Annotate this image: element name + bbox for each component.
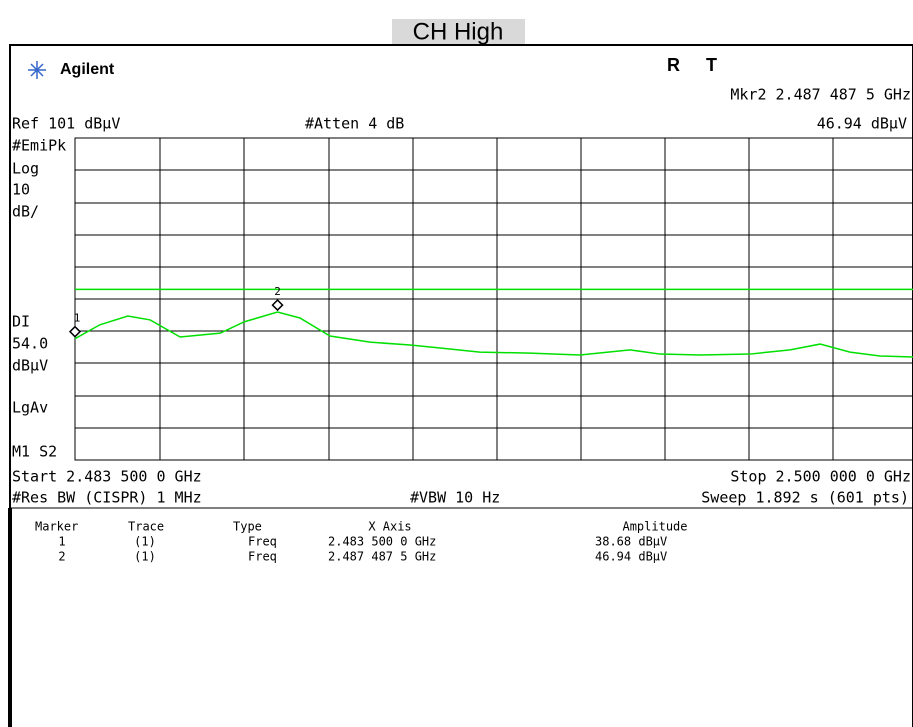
table-header: X Axis <box>368 520 411 534</box>
side-label: DI <box>12 313 30 331</box>
side-label: 10 <box>12 181 30 199</box>
table-cell: 2.483 500 0 GHz <box>328 535 436 549</box>
brand: Agilent <box>60 61 115 78</box>
side-label: Log <box>12 160 39 178</box>
table-cell: 2 <box>58 550 65 564</box>
title: CH High <box>413 18 504 45</box>
table-left-border <box>8 508 12 727</box>
marker-amplitude: 46.94 dBµV <box>817 115 907 133</box>
sweep: Sweep 1.892 s (601 pts) <box>701 489 909 507</box>
side-label: dB/ <box>12 203 39 221</box>
table-cell: Freq <box>248 535 277 549</box>
marker-label: 2 <box>274 285 281 298</box>
start-frequency: Start 2.483 500 0 GHz <box>12 468 202 486</box>
reference-level: Ref 101 dBµV <box>12 115 120 133</box>
table-cell: 38.68 dBµV <box>595 535 667 549</box>
table-cell: 2.487 487 5 GHz <box>328 550 436 564</box>
table-cell: (1) <box>134 550 156 564</box>
table-cell: Freq <box>248 550 277 564</box>
marker <box>68 325 82 338</box>
agilent-logo <box>28 61 46 79</box>
table-cell: (1) <box>134 535 156 549</box>
table-header: Marker <box>35 520 78 534</box>
trace <box>74 311 913 358</box>
table-header: Amplitude <box>622 520 687 534</box>
title-background <box>392 19 525 45</box>
side-label: #EmiPk <box>12 137 66 155</box>
resolution-bandwidth: #Res BW (CISPR) 1 MHz <box>12 489 202 507</box>
marker-label: 1 <box>74 312 81 325</box>
side-label: M1 S2 <box>12 443 57 461</box>
side-label: 54.0 <box>12 335 48 353</box>
side-label: LgAv <box>12 399 48 417</box>
video-bandwidth: #VBW 10 Hz <box>410 489 500 507</box>
stop-frequency: Stop 2.500 000 0 GHz <box>730 468 911 486</box>
table-cell: 1 <box>58 535 65 549</box>
marker <box>271 299 284 312</box>
status-r: R <box>667 55 680 75</box>
side-label: dBµV <box>12 357 48 375</box>
attenuation: #Atten 4 dB <box>305 115 404 133</box>
screen-frame <box>9 44 913 727</box>
table-header: Trace <box>128 520 164 534</box>
status-t: T <box>706 55 717 75</box>
table-cell: 46.94 dBµV <box>595 550 667 564</box>
marker-frequency: Mkr2 2.487 487 5 GHz <box>730 86 911 104</box>
graticule <box>74 137 913 461</box>
table-header: Type <box>233 520 262 534</box>
